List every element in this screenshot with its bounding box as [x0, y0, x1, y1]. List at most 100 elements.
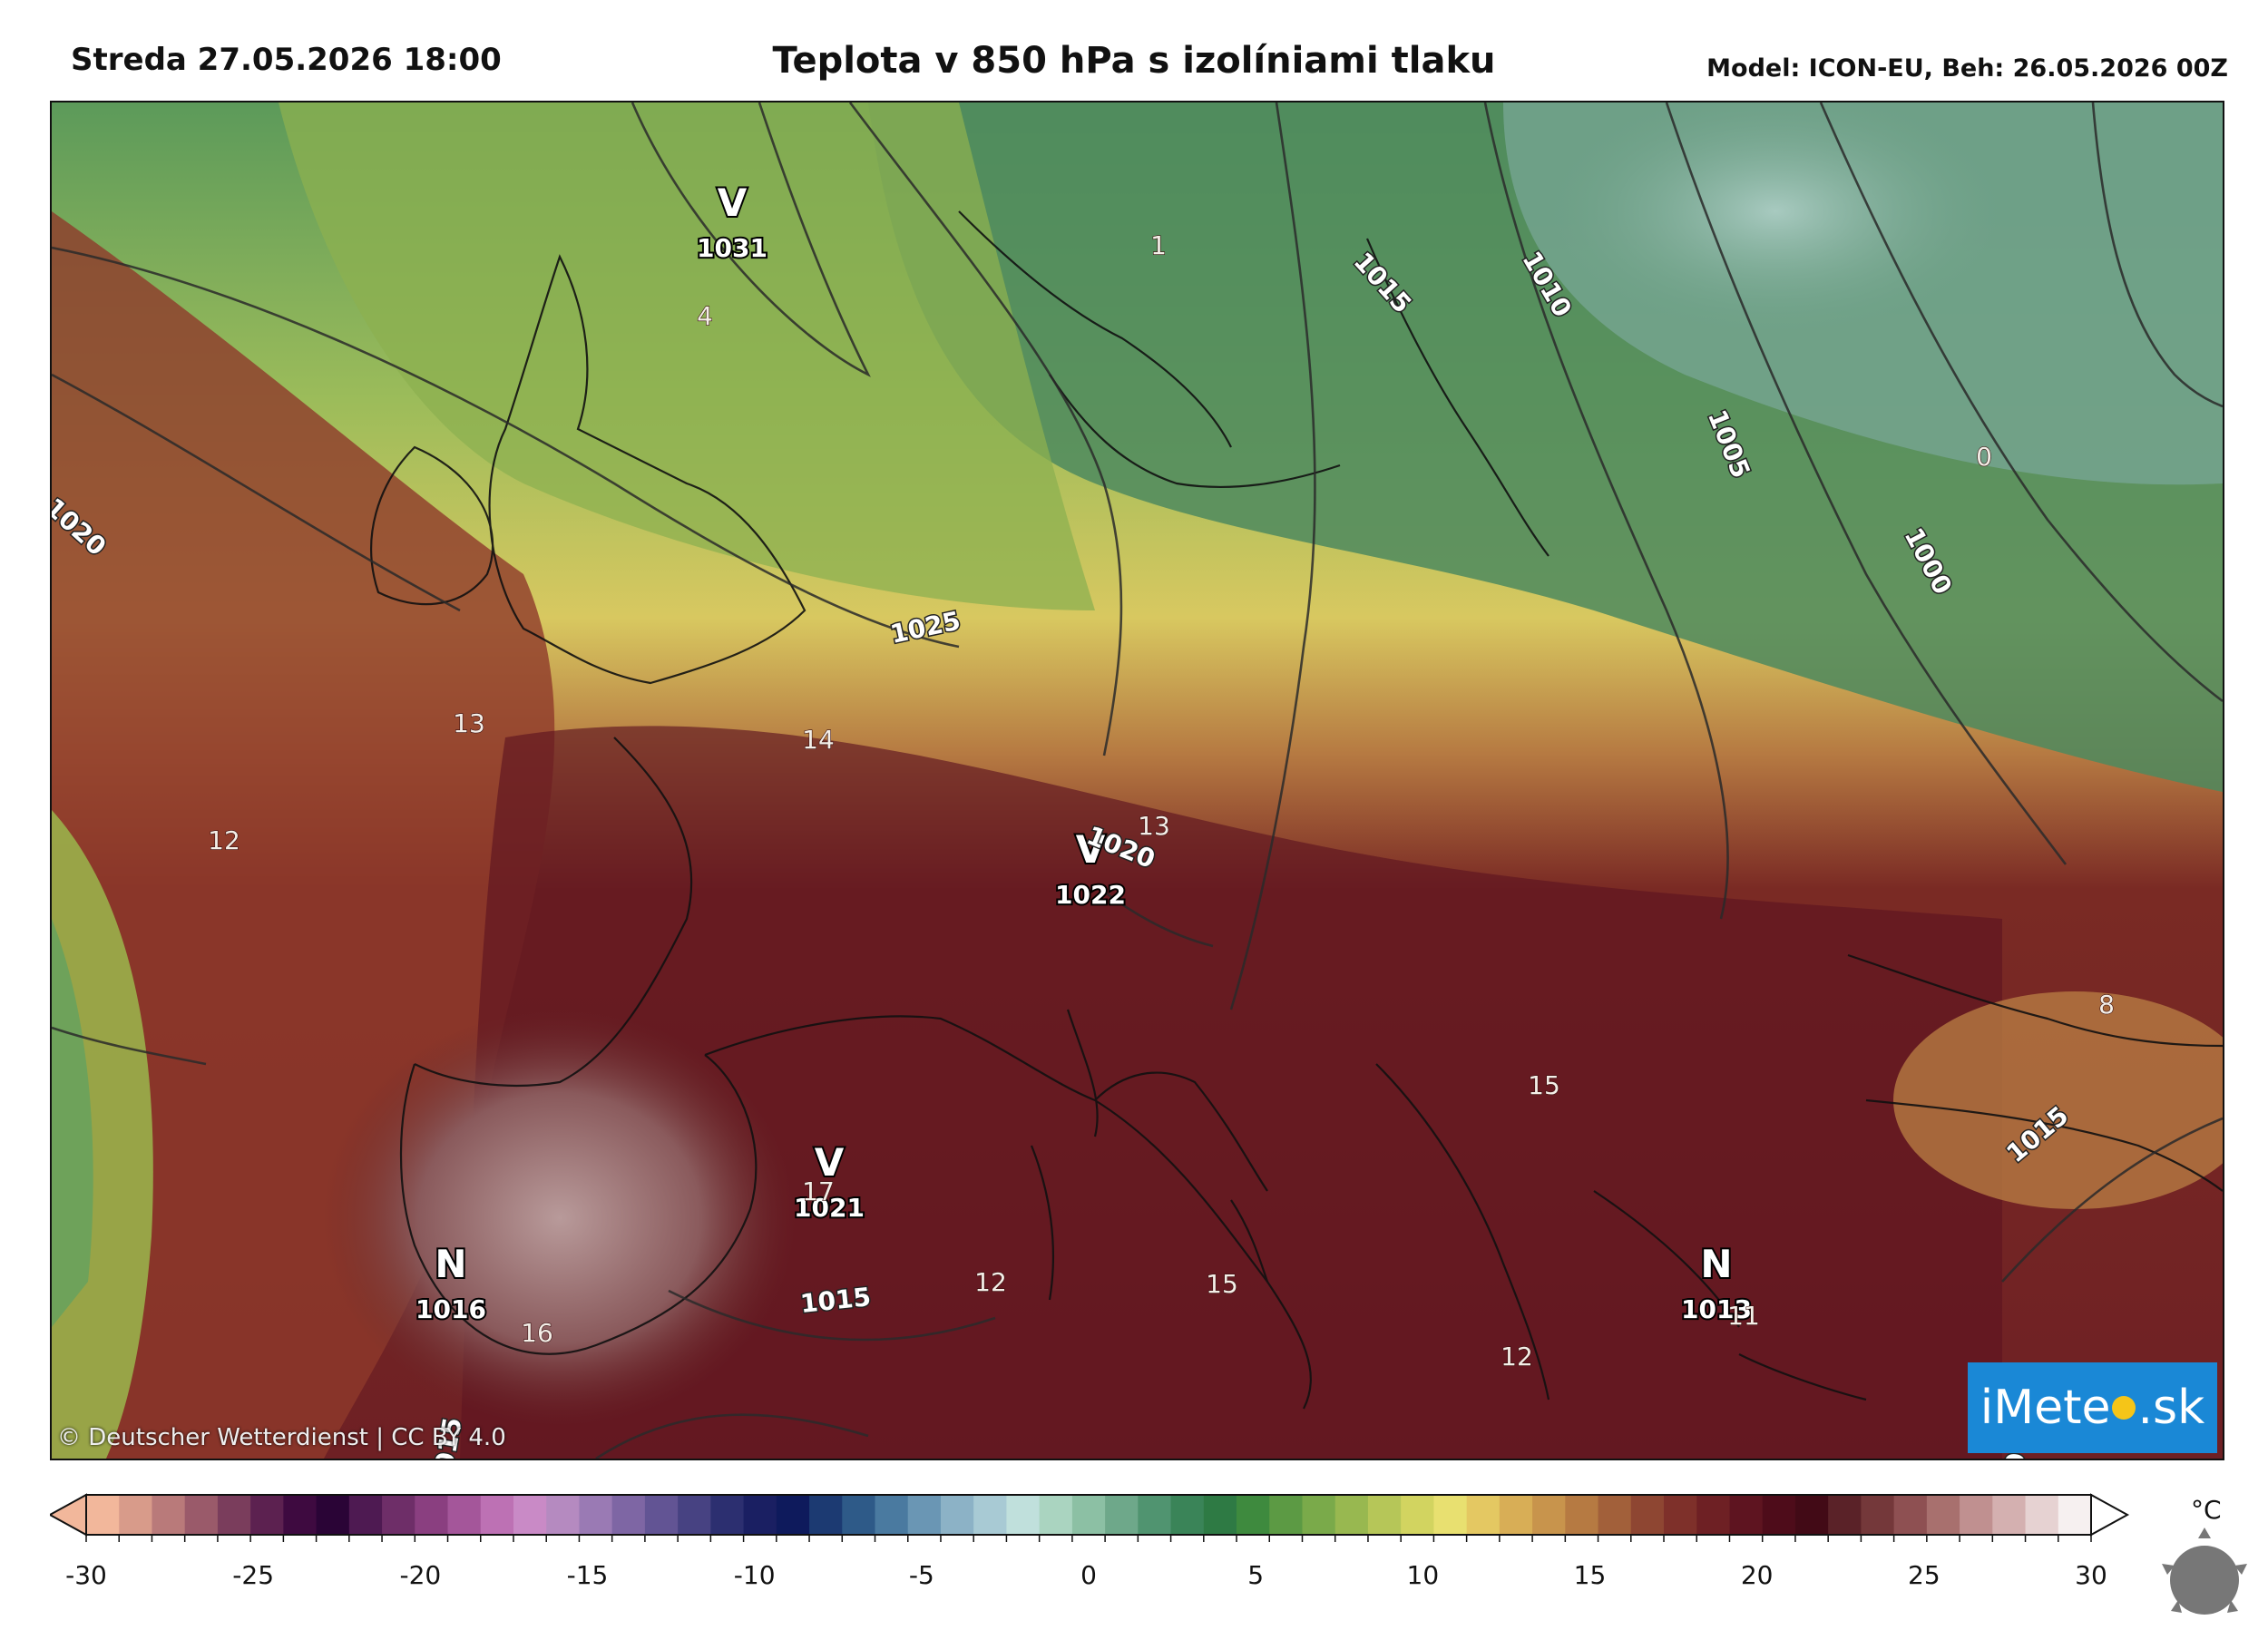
pressure-center-high: V 1022 — [1053, 825, 1128, 912]
colorbar-swatch — [875, 1495, 909, 1535]
colorbar-swatch — [184, 1495, 219, 1535]
colorbar-swatch — [1334, 1495, 1369, 1535]
map-title: Teplota v 850 hPa s izolíniami tlaku — [772, 40, 1496, 82]
colorbar — [47, 1488, 2136, 1542]
imeteo-logo[interactable]: iMete. sk — [1968, 1362, 2217, 1453]
colorbar-tick-label: 10 — [1406, 1560, 1440, 1590]
colorbar-swatch — [611, 1495, 646, 1535]
colorbar-tick-label: -30 — [65, 1560, 107, 1590]
colorbar-tick-label: -15 — [566, 1560, 609, 1590]
colorbar-swatch — [907, 1495, 942, 1535]
logo-text-dot: . — [2137, 1381, 2153, 1435]
mild-region-northsea — [279, 102, 1095, 610]
colorbar-tick-label: -25 — [232, 1560, 275, 1590]
pressure-center-value: 1031 — [697, 233, 767, 263]
colorbar-swatch — [1861, 1495, 1895, 1535]
temperature-label: 13 — [1138, 811, 1170, 841]
colorbar-swatch — [1237, 1495, 1270, 1535]
colorbar-swatch — [1893, 1495, 1928, 1535]
temperature-label: 11 — [1727, 1301, 1760, 1331]
coastlines — [370, 210, 2223, 1410]
colorbar-swatch — [546, 1495, 580, 1535]
colorbar-swatch — [1992, 1495, 2027, 1535]
colorbar-tick-label: 0 — [1080, 1560, 1097, 1590]
colorbar-swatch — [1664, 1495, 1697, 1535]
colorbar-swatch — [1960, 1495, 1993, 1535]
colorbar-swatch — [710, 1495, 745, 1535]
temperature-label: 12 — [208, 825, 240, 855]
pressure-center-letter: N — [1700, 1242, 1732, 1286]
weather-sun-icon — [2162, 1528, 2247, 1615]
colorbar-swatch — [678, 1495, 711, 1535]
hot-core-iberia — [324, 1010, 796, 1427]
temperature-label: 16 — [521, 1318, 553, 1348]
colorbar-swatch — [1367, 1495, 1402, 1535]
isobars — [52, 102, 2223, 1459]
colorbar-min-arrow — [47, 1493, 87, 1537]
pressure-centers: V 1031 V 1022 V 1021 N 1016 N 1013 — [414, 179, 1754, 1326]
colorbar-swatch — [2058, 1495, 2092, 1535]
colorbar-swatch — [776, 1495, 810, 1535]
temperature-label: 4 — [697, 301, 713, 331]
colorbar-swatch — [513, 1495, 547, 1535]
forecast-date: Streda 27.05.2026 18:00 — [71, 42, 502, 78]
pressure-center-letter: N — [435, 1242, 466, 1286]
colorbar-tick-label: -5 — [908, 1560, 934, 1590]
pressure-center-value: 1016 — [415, 1294, 486, 1324]
pressure-center-letter: V — [718, 181, 748, 225]
colorbar-unit: °C — [2191, 1495, 2222, 1525]
colorbar-tick-label: 30 — [2075, 1560, 2107, 1590]
colorbar-swatch — [217, 1495, 251, 1535]
colorbar-swatch — [1565, 1495, 1599, 1535]
temperature-label: 0 — [1976, 442, 1992, 472]
colorbar-swatch — [316, 1495, 350, 1535]
temperature-label: 15 — [1206, 1269, 1238, 1299]
pressure-center-high: V 1021 — [792, 1138, 866, 1225]
temperature-label: 8 — [2098, 990, 2115, 1020]
colorbar-swatch — [1105, 1495, 1139, 1535]
colorbar-swatch — [1203, 1495, 1237, 1535]
sun-icon — [2112, 1396, 2136, 1420]
colorbar-border — [85, 1494, 2092, 1536]
colorbar-swatches — [47, 1493, 2130, 1542]
colorbar-swatch — [1433, 1495, 1468, 1535]
colorbar-tick-label: 20 — [1740, 1560, 1774, 1590]
logo-text-right: sk — [2153, 1381, 2205, 1435]
pressure-center-letter: V — [815, 1140, 845, 1185]
temperature-label: 13 — [453, 708, 485, 738]
colorbar-swatch — [1762, 1495, 1796, 1535]
temperature-label: 17 — [802, 1176, 835, 1206]
colorbar-swatch — [1170, 1495, 1205, 1535]
temperature-label: 14 — [802, 725, 835, 755]
weather-map[interactable]: V 1031 V 1022 V 1021 N 1016 N 1013 1015 1010 1005 10… — [50, 101, 2224, 1460]
model-run-label: Model: ICON-EU, Beh: 26.05.2026 00Z — [1706, 54, 2228, 83]
colorbar-swatch — [1729, 1495, 1764, 1535]
colorbar-swatch — [1466, 1495, 1501, 1535]
colorbar-swatch — [447, 1495, 482, 1535]
colorbar-swatch — [1828, 1495, 1862, 1535]
cool-core-atlantic — [52, 919, 93, 1327]
colorbar-swatch — [250, 1495, 284, 1535]
pressure-center-letter: V — [1076, 827, 1106, 872]
colorbar-swatch — [415, 1495, 449, 1535]
colorbar-swatch — [480, 1495, 514, 1535]
mild-patch-eastsea — [1893, 991, 2223, 1209]
colorbar-swatch — [348, 1495, 383, 1535]
colorbar-swatch — [2025, 1495, 2059, 1535]
colorbar-max-arrow — [2090, 1493, 2130, 1537]
pressure-center-high: V 1031 — [695, 179, 769, 265]
temperature-label: 12 — [1501, 1342, 1533, 1371]
colorbar-swatch — [1302, 1495, 1336, 1535]
temperature-label: 12 — [974, 1267, 1007, 1297]
colorbar-swatch — [382, 1495, 415, 1535]
colorbar-swatch — [644, 1495, 679, 1535]
colorbar-swatch — [940, 1495, 974, 1535]
colorbar-swatch — [809, 1495, 843, 1535]
colorbar-tick-label: 25 — [1908, 1560, 1941, 1590]
hot-region-central — [460, 726, 2002, 1459]
colorbar-swatch — [283, 1495, 318, 1535]
cool-band-atlantic — [52, 810, 153, 1459]
colorbar-swatch — [1630, 1495, 1665, 1535]
pressure-center-low: N 1013 — [1679, 1240, 1754, 1326]
